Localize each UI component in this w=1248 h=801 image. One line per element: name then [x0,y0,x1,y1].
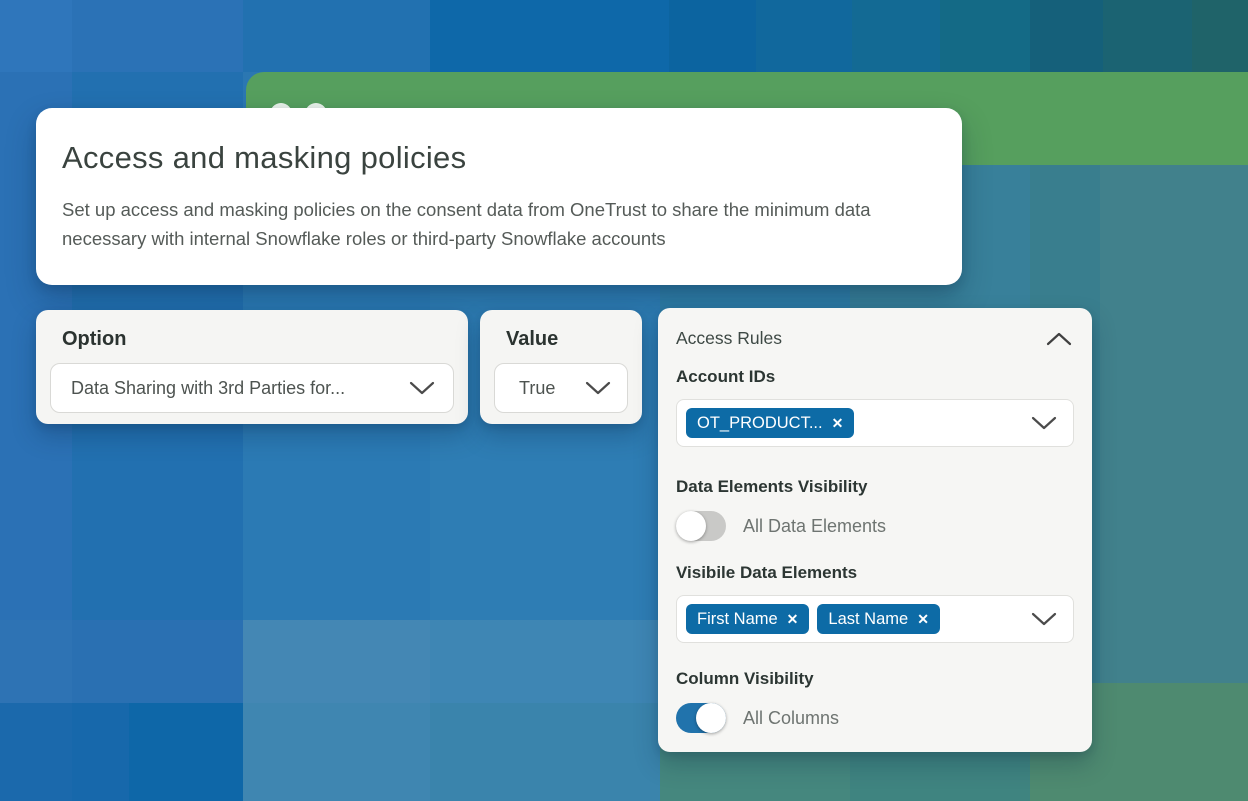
tag-label: Last Name [828,609,909,628]
mosaic-tile [1103,0,1192,72]
chevron-up-icon [1046,332,1072,345]
tag-label: OT_PRODUCT... [697,413,823,432]
mosaic-tile [852,0,940,72]
all-data-elements-toggle[interactable] [676,511,726,541]
toggle-knob [676,511,706,541]
chevron-down-icon [1031,612,1057,626]
mosaic-tile [72,620,243,703]
option-label: Option [62,328,127,350]
account-ids-input[interactable]: OT_PRODUCT... ✕ [676,399,1074,447]
mosaic-tile [243,0,430,72]
mosaic-tile [0,0,72,72]
mosaic-tile [243,703,430,801]
mosaic-tile [1192,0,1248,72]
page-description: Set up access and masking policies on th… [62,199,871,250]
mosaic-tile [243,620,430,703]
all-columns-toggle[interactable] [676,703,726,733]
mosaic-tile [669,0,756,72]
mosaic-tile [72,703,129,801]
mosaic-tile [430,703,660,801]
collapse-section-button[interactable] [1044,330,1074,348]
mosaic-tile [430,620,660,703]
value-label: Value [506,328,559,350]
access-rules-title: Access Rules [676,328,783,348]
tag-label: First Name [697,609,778,628]
data-elements-visibility-label: Data Elements Visibility [676,477,868,496]
data-element-tag: Last Name ✕ [817,604,940,634]
account-ids-label: Account IDs [676,367,776,386]
visible-data-elements-label: Visibile Data Elements [676,563,858,582]
mosaic-tile [756,0,852,72]
value-select-value: True [519,377,556,398]
mosaic-tile [72,0,243,72]
all-data-elements-row: All Data Elements [676,511,1074,541]
all-columns-label: All Columns [743,707,840,728]
account-id-tag: OT_PRODUCT... ✕ [686,408,855,438]
mosaic-tile [1100,165,1248,683]
toggle-knob [696,703,726,733]
hero-card: Access and masking policies Set up acces… [36,108,962,285]
access-rules-header: Access Rules [676,328,1074,349]
mosaic-tile [0,703,72,801]
value-select[interactable]: True [494,363,628,413]
option-select[interactable]: Data Sharing with 3rd Parties for... [50,363,454,413]
option-card: Option Data Sharing with 3rd Parties for… [36,310,468,424]
mosaic-tile [129,703,243,801]
chevron-down-icon [409,381,435,395]
option-select-value: Data Sharing with 3rd Parties for... [71,377,346,398]
data-element-tag: First Name ✕ [686,604,810,634]
mosaic-tile [940,0,1030,72]
remove-icon[interactable]: ✕ [831,415,844,431]
chevron-down-icon [1031,416,1057,430]
value-card: Value True [480,310,642,424]
remove-icon[interactable]: ✕ [917,611,929,627]
visible-data-elements-input[interactable]: First Name ✕ Last Name ✕ [676,595,1074,643]
chevron-down-icon [585,381,611,395]
remove-icon[interactable]: ✕ [786,611,799,627]
mosaic-tile [0,620,72,703]
all-columns-row: All Columns [676,703,1074,733]
all-data-elements-label: All Data Elements [743,515,887,536]
mosaic-tile [1030,0,1103,72]
access-rules-card: Access Rules Account IDs OT_PRODUCT... ✕… [658,308,1092,752]
page-title: Access and masking policies [62,140,467,175]
mosaic-tile [430,0,669,72]
column-visibility-label: Column Visibility [676,669,814,688]
